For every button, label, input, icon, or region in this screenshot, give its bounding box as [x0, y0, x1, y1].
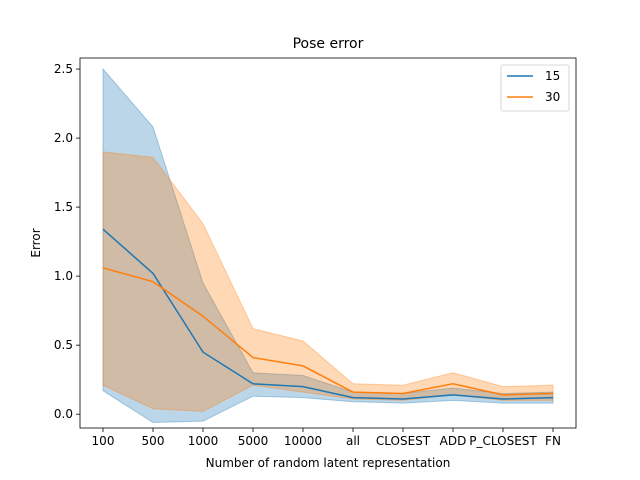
x-tick-label: 500 — [142, 434, 165, 448]
band-series-15 — [102, 67, 554, 424]
x-tick-label: all — [346, 434, 360, 448]
x-axis-ticks: 100 500 1000 5000 10000 all CLOSEST ADD P_CLOSES… — [92, 428, 561, 448]
y-tick-label: 2.0 — [54, 131, 73, 145]
x-tick-label: FN — [545, 434, 561, 448]
x-tick-label: 10000 — [284, 434, 322, 448]
x-tick-label: ADD — [440, 434, 467, 448]
y-axis-ticks: 0.0 0.5 1.0 1.5 2.0 2.5 — [54, 62, 80, 421]
legend-label-15: 15 — [545, 69, 560, 83]
legend-label-30: 30 — [545, 90, 560, 104]
x-tick-label: 100 — [92, 434, 115, 448]
x-tick-label: CLOSEST — [376, 434, 431, 448]
legend: 15 30 — [500, 64, 570, 112]
y-tick-label: 0.0 — [54, 407, 73, 421]
y-tick-label: 0.5 — [54, 338, 73, 352]
y-axis-title: Error — [29, 228, 43, 257]
band-series-30 — [102, 151, 554, 412]
x-tick-label: P_CLOSEST — [469, 434, 537, 448]
x-tick-label: 1000 — [188, 434, 219, 448]
line-series-15 — [102, 228, 554, 400]
y-tick-label: 1.0 — [54, 269, 73, 283]
line-series-30 — [102, 267, 554, 396]
x-axis-title: Number of random latent representation — [206, 456, 451, 470]
confidence-bands — [102, 67, 554, 424]
series-lines — [102, 228, 554, 400]
y-tick-label: 2.5 — [54, 62, 73, 76]
y-tick-label: 1.5 — [54, 200, 73, 214]
chart-title: Pose error — [293, 36, 364, 52]
x-tick-label: 5000 — [238, 434, 269, 448]
plot-frame — [79, 57, 577, 429]
